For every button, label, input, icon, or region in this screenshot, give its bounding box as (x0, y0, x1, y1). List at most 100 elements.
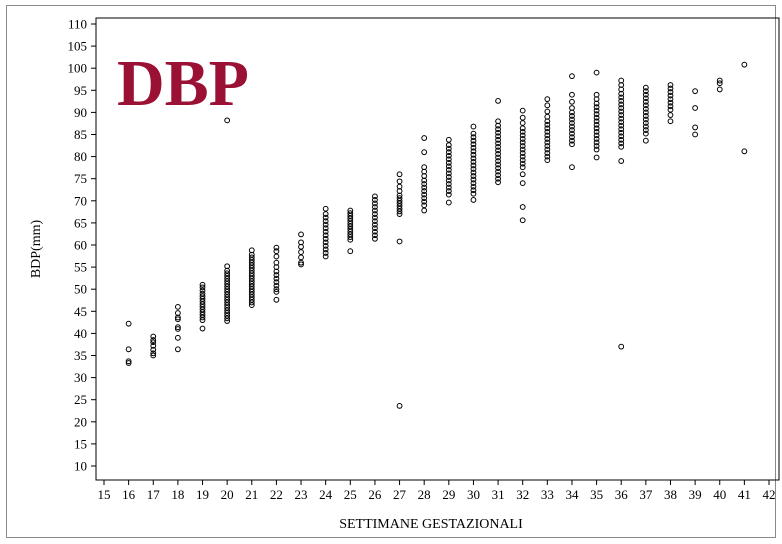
data-point (421, 177, 428, 184)
data-point (642, 127, 649, 133)
data-point (199, 290, 206, 297)
data-point (248, 270, 255, 277)
data-point (248, 257, 255, 263)
x-tick-label: 39 (689, 487, 702, 502)
data-point (544, 108, 551, 115)
data-point (642, 137, 649, 144)
data-point (150, 350, 157, 357)
data-point (298, 231, 304, 238)
data-point (199, 287, 206, 294)
data-point (224, 304, 231, 311)
data-point (642, 116, 649, 123)
data-point (372, 204, 378, 210)
data-point (273, 275, 280, 282)
data-point (224, 273, 231, 279)
data-point (199, 317, 206, 324)
data-point (618, 129, 625, 136)
x-tick-label: 25 (344, 487, 357, 502)
data-point (667, 118, 674, 125)
data-point (248, 286, 255, 293)
data-point (224, 270, 231, 277)
data-point (347, 228, 354, 235)
data-point (248, 296, 255, 303)
data-point (495, 129, 501, 136)
data-point (593, 111, 600, 118)
data-point (347, 236, 354, 243)
data-point (495, 175, 501, 182)
data-point (667, 112, 674, 118)
data-point (322, 246, 329, 253)
data-point (470, 123, 477, 130)
data-point (396, 195, 403, 202)
data-point (224, 315, 231, 322)
data-point (421, 207, 428, 214)
data-point (199, 284, 206, 291)
data-point (642, 102, 649, 109)
data-point (347, 218, 354, 225)
data-point (569, 134, 575, 141)
data-point (298, 243, 304, 250)
x-tick-label: 18 (171, 487, 184, 502)
data-point (445, 136, 452, 143)
data-point (544, 118, 551, 125)
data-point (273, 253, 280, 260)
data-point (692, 105, 699, 111)
data-point (224, 299, 231, 306)
data-point (224, 275, 231, 282)
data-point (199, 309, 206, 316)
data-point (642, 120, 649, 126)
y-tick-label: 80 (74, 149, 87, 164)
data-point (347, 234, 354, 240)
y-axis-title: BDP(mm) (29, 219, 44, 278)
data-point (495, 179, 501, 186)
data-point (372, 235, 378, 242)
data-point (470, 180, 477, 187)
data-point (692, 131, 699, 138)
chart-title: DBP (117, 47, 249, 120)
data-point (741, 61, 748, 68)
data-point (569, 130, 575, 137)
data-point (445, 142, 452, 149)
x-axis-title: SETTIMANE GESTAZIONALI (339, 517, 523, 532)
data-point (396, 171, 403, 178)
data-point (618, 108, 625, 115)
data-point (199, 325, 206, 332)
data-point (273, 296, 280, 303)
data-point (544, 136, 551, 142)
data-point (593, 100, 600, 107)
data-point (174, 314, 181, 321)
data-point (273, 272, 280, 278)
data-point (396, 192, 403, 199)
data-point (199, 301, 206, 308)
data-point (618, 143, 625, 150)
data-point (642, 98, 649, 105)
data-point (372, 193, 378, 200)
data-point (618, 158, 625, 164)
data-point (199, 311, 206, 318)
data-point (298, 254, 304, 261)
y-tick-label: 35 (74, 348, 87, 363)
data-point (445, 191, 452, 198)
data-point (519, 146, 526, 153)
data-point (322, 253, 329, 260)
data-point (741, 148, 748, 155)
data-point (544, 150, 551, 156)
data-point (322, 250, 329, 256)
data-point (470, 141, 477, 148)
data-point (544, 102, 551, 109)
data-point (692, 124, 699, 131)
data-point (396, 205, 403, 212)
data-point (396, 178, 403, 185)
data-point (618, 119, 625, 126)
x-tick-label: 36 (615, 487, 629, 502)
data-point (667, 106, 674, 113)
data-point (593, 114, 600, 121)
data-point (224, 302, 231, 309)
data-point (470, 130, 477, 137)
x-tick-label: 28 (418, 487, 431, 502)
data-point (347, 207, 354, 214)
data-point (421, 181, 428, 187)
data-point (544, 157, 551, 164)
data-point (569, 120, 575, 126)
